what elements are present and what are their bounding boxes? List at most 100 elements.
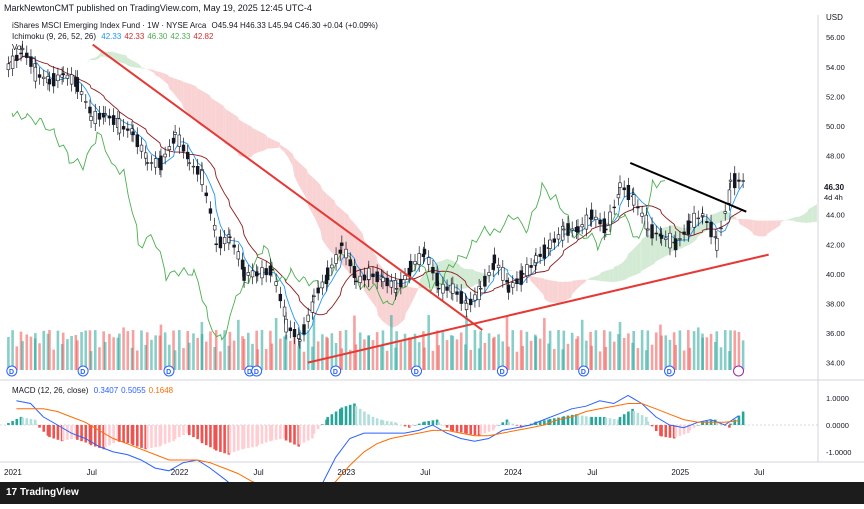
candle-body: [359, 276, 362, 282]
volume-bar: [479, 331, 482, 370]
volume-bar: [57, 331, 60, 370]
cloud-segment: [168, 75, 169, 89]
volume-bar: [729, 330, 732, 370]
time-tick-label: 2023: [337, 468, 355, 477]
macd-histogram-bar: [460, 425, 463, 432]
candle-body: [599, 220, 602, 224]
cloud-segment: [469, 269, 473, 287]
cloud-segment: [215, 101, 219, 137]
candle-body: [399, 279, 402, 287]
dividend-letter: D: [166, 369, 171, 376]
macd-histogram-bar: [493, 425, 496, 428]
macd-histogram-bar: [474, 425, 477, 435]
macd-histogram-bar: [331, 414, 334, 425]
macd-histogram-bar: [265, 425, 268, 443]
macd-histogram-bar: [48, 425, 51, 437]
volume-bar: [469, 350, 472, 370]
vol-label[interactable]: Vol: [12, 43, 23, 52]
cloud-segment: [813, 204, 817, 222]
macd-histogram-bar: [742, 412, 745, 425]
candle-body: [715, 238, 718, 250]
cloud-segment: [95, 55, 99, 60]
macd-histogram-bar: [619, 417, 622, 425]
candle-body: [42, 77, 45, 78]
candle-body: [585, 215, 588, 229]
macd-histogram-bar: [511, 424, 514, 425]
time-tick-label: Jul: [587, 468, 597, 477]
cloud-segment: [225, 109, 229, 147]
dividend-marker-icon: D: [412, 366, 422, 376]
volume-bar: [693, 331, 696, 370]
cloud-segment: [696, 221, 698, 240]
macd-histogram-bar: [21, 418, 24, 425]
macd-histogram-bar: [632, 411, 635, 425]
cloud-segment: [754, 220, 758, 236]
time-tick-label: 2025: [671, 468, 689, 477]
candle-body: [367, 268, 370, 279]
cloud-segment: [326, 193, 330, 251]
ichimoku-label[interactable]: Ichimoku (9, 26, 52, 26): [12, 32, 96, 41]
candle-body: [641, 213, 644, 216]
macd-histogram-bar: [251, 425, 254, 447]
cloud-segment: [330, 197, 334, 255]
candle-body: [714, 237, 717, 238]
macd-histogram-bar: [132, 425, 135, 445]
volume-bar: [410, 337, 413, 370]
tradingview-brand[interactable]: TradingView: [20, 487, 79, 498]
volume-bar: [442, 332, 445, 370]
candle-body: [460, 292, 463, 304]
volume-bar: [132, 330, 135, 370]
cloud-segment: [572, 280, 576, 294]
macd-histogram-bar: [299, 425, 302, 445]
cloud-segment: [601, 271, 605, 281]
volume-bar: [303, 352, 306, 370]
macd-histogram-bar: [733, 420, 736, 425]
candle-body: [303, 325, 306, 334]
volume-bar: [553, 349, 556, 370]
macd-histogram-bar: [655, 425, 658, 431]
vol-legend[interactable]: Vol: [12, 43, 26, 52]
candle-body: [733, 173, 736, 187]
candle-body: [526, 265, 529, 276]
candle-body: [256, 274, 259, 275]
volume-bar: [507, 347, 510, 370]
symbol-legend[interactable]: iShares MSCI Emerging Index Fund · 1W · …: [12, 21, 381, 30]
cloud-segment: [577, 280, 581, 290]
macd-label[interactable]: MACD (12, 26, close): [12, 386, 88, 395]
candle-body: [549, 240, 552, 249]
candle-body: [469, 299, 472, 305]
descending-trendline: [93, 45, 483, 330]
macd-histogram-bar: [563, 416, 566, 425]
candle-body: [553, 239, 556, 243]
candle-body: [636, 207, 639, 208]
macd-histogram-bar: [57, 425, 60, 440]
volume-bar: [400, 342, 403, 370]
cloud-segment: [553, 281, 557, 303]
macd-histogram-bar: [178, 425, 181, 437]
candle-body: [521, 273, 524, 274]
candle-body: [530, 265, 533, 267]
cloud-segment: [609, 269, 613, 282]
cloud-segment: [307, 169, 308, 205]
ichimoku-value-2: 46.30: [147, 32, 167, 41]
candle-body: [104, 114, 107, 115]
price-tick-label: 40.00: [826, 270, 845, 279]
macd-histogram-bar: [664, 425, 667, 437]
ohlc-values: O45.94 H46.33 L45.94 C46.30 +0.04 (+0.09…: [212, 21, 378, 30]
symbol-name[interactable]: iShares MSCI Emerging Index Fund · 1W · …: [12, 21, 206, 30]
macd-histogram-bar: [359, 409, 362, 425]
flash-event-icon: [734, 366, 744, 376]
cloud-segment: [654, 231, 656, 263]
dividend-letter: D: [414, 369, 419, 376]
volume-bar: [38, 343, 41, 370]
macd-histogram-bar: [279, 425, 282, 439]
candle-body: [307, 315, 310, 321]
volume-bar: [247, 333, 250, 370]
candle-body: [247, 272, 250, 275]
macd-histogram-bar: [414, 425, 417, 426]
cloud-segment: [187, 83, 191, 117]
